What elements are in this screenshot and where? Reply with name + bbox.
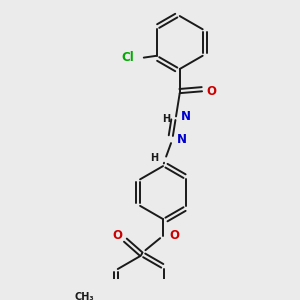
Text: H: H <box>162 114 170 124</box>
Text: N: N <box>181 110 191 123</box>
Text: H: H <box>150 153 158 163</box>
Text: O: O <box>112 229 122 242</box>
Text: CH₃: CH₃ <box>75 292 94 300</box>
Text: Cl: Cl <box>122 51 134 64</box>
Text: N: N <box>177 133 187 146</box>
Text: O: O <box>207 85 217 98</box>
Text: O: O <box>169 229 179 242</box>
